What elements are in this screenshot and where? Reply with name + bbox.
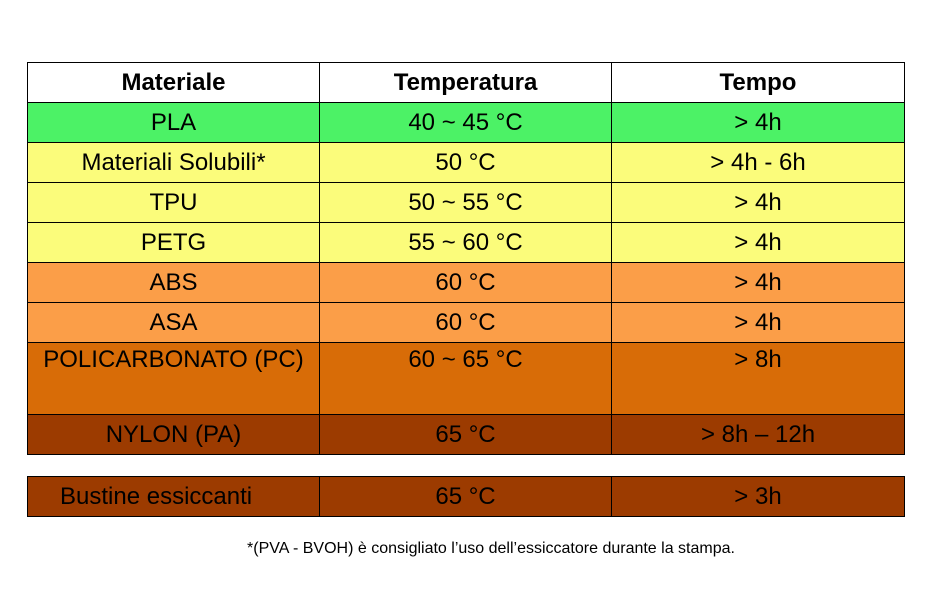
time-cell: > 8h <box>611 342 905 415</box>
temperature-cell: 60 °C <box>319 302 612 343</box>
table-row-petg: PETG 55 ~ 60 °C > 4h <box>27 222 905 263</box>
footnote: *(PVA - BVOH) è consigliato l’uso dell’e… <box>247 540 735 557</box>
material-cell: Bustine essiccanti <box>27 476 320 517</box>
drying-table: Materiale Temperatura Tempo PLA 40 ~ 45 … <box>27 62 905 455</box>
table-row-pla: PLA 40 ~ 45 °C > 4h <box>27 102 905 143</box>
table-row-sachet: Bustine essiccanti 65 °C > 3h <box>27 476 905 517</box>
time-cell: > 8h – 12h <box>611 414 905 455</box>
time-cell: > 4h <box>611 222 905 263</box>
material-cell: Materiali Solubili* <box>27 142 320 183</box>
material-cell: POLICARBONATO (PC) <box>27 342 320 415</box>
material-cell: NYLON (PA) <box>27 414 320 455</box>
time-cell: > 4h <box>611 262 905 303</box>
time-cell: > 4h <box>611 182 905 223</box>
header-temperature: Temperatura <box>319 62 612 103</box>
time-cell: > 4h - 6h <box>611 142 905 183</box>
temperature-cell: 65 °C <box>319 476 612 517</box>
temperature-cell: 50 ~ 55 °C <box>319 182 612 223</box>
header-material: Materiale <box>27 62 320 103</box>
time-cell: > 3h <box>611 476 905 517</box>
table-row-abs: ABS 60 °C > 4h <box>27 262 905 303</box>
temperature-cell: 50 °C <box>319 142 612 183</box>
temperature-cell: 60 ~ 65 °C <box>319 342 612 415</box>
temperature-cell: 60 °C <box>319 262 612 303</box>
time-cell: > 4h <box>611 102 905 143</box>
material-cell: PLA <box>27 102 320 143</box>
table-row-nylon: NYLON (PA) 65 °C > 8h – 12h <box>27 414 905 455</box>
sachet-table: Bustine essiccanti 65 °C > 3h <box>27 476 905 517</box>
temperature-cell: 65 °C <box>319 414 612 455</box>
time-cell: > 4h <box>611 302 905 343</box>
temperature-cell: 55 ~ 60 °C <box>319 222 612 263</box>
header-time: Tempo <box>611 62 905 103</box>
material-cell: ABS <box>27 262 320 303</box>
temperature-cell: 40 ~ 45 °C <box>319 102 612 143</box>
table-row-soluble: Materiali Solubili* 50 °C > 4h - 6h <box>27 142 905 183</box>
material-cell: ASA <box>27 302 320 343</box>
table-row-tpu: TPU 50 ~ 55 °C > 4h <box>27 182 905 223</box>
header-row: Materiale Temperatura Tempo <box>27 62 905 103</box>
material-cell: PETG <box>27 222 320 263</box>
table-row-asa: ASA 60 °C > 4h <box>27 302 905 343</box>
material-cell: TPU <box>27 182 320 223</box>
table-row-pc: POLICARBONATO (PC) 60 ~ 65 °C > 8h <box>27 342 905 415</box>
